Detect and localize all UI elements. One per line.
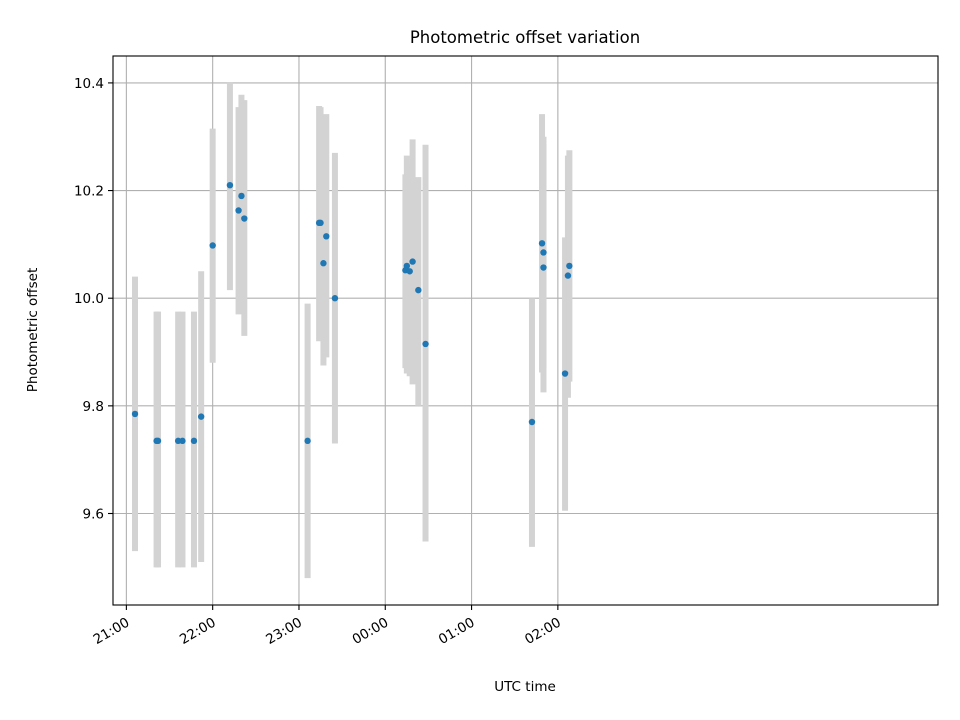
data-point (323, 233, 330, 240)
chart-title: Photometric offset variation (410, 28, 640, 47)
y-axis-label: Photometric offset (25, 268, 41, 392)
y-tick-label: 10.2 (74, 184, 104, 200)
data-point (235, 207, 242, 214)
data-point (566, 262, 573, 270)
data-point (403, 262, 411, 270)
data-point (409, 258, 416, 265)
data-point (528, 418, 536, 426)
data-point (179, 437, 186, 445)
data-point (190, 437, 198, 445)
data-point (538, 240, 546, 247)
x-axis-label: UTC time (494, 679, 556, 695)
data-point (197, 413, 205, 420)
data-point (226, 181, 234, 189)
plot-frame (112, 55, 939, 606)
data-point (320, 260, 327, 267)
data-point (317, 219, 324, 227)
data-point (131, 410, 139, 418)
data-point (564, 272, 572, 279)
data-point (304, 437, 311, 445)
y-tick-label: 10.4 (74, 76, 104, 92)
data-point (540, 249, 547, 256)
data-points (131, 181, 573, 445)
data-point (540, 264, 547, 271)
data-point (561, 370, 569, 377)
data-point (422, 340, 429, 348)
data-point (331, 295, 339, 302)
y-tick-label: 9.8 (83, 399, 104, 415)
data-point (209, 242, 216, 249)
data-point (154, 437, 162, 445)
data-point (238, 192, 245, 200)
y-tick-label: 9.6 (83, 507, 104, 523)
y-tick-label: 10.0 (74, 291, 104, 307)
data-point (241, 215, 248, 222)
data-point (415, 286, 422, 294)
data-point (406, 268, 413, 275)
